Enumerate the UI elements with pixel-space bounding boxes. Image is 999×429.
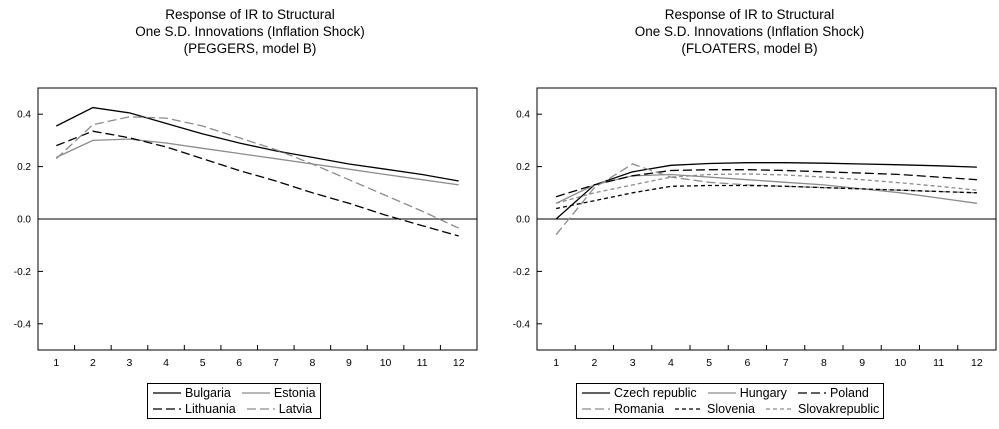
legend-swatch [582,408,610,410]
x-tick-label: 11 [417,357,428,369]
legend-entry: Czech republic [581,385,697,401]
line-chart-floaters: 0.40.20.0-0.2-0.41 2 3 4 5 6 7 8 9 10 11 12 [513,87,997,369]
series-line-slovenia [555,184,977,210]
legend-entry: Romania [581,401,664,417]
x-tick-label: 12 [971,357,983,369]
legend-swatch [582,392,610,394]
legend-row: Bulgaria Estonia [152,385,316,401]
y-tick-label: 0.4 [17,110,31,121]
series-line-slovakrepublic [555,173,977,204]
x-tick-label: 3 [630,357,636,369]
series-line-latvia [55,116,459,229]
legend-label: Czech republic [614,386,697,400]
legend-swatch [707,392,736,394]
x-tick-label: 4 [668,357,674,369]
series-line-lithuania [56,130,459,237]
legend-entry: Bulgaria [152,385,231,401]
legend-row: Lithuania Latvia [152,401,316,417]
y-tick-label: -0.4 [513,319,531,330]
legend-row: Czech republic Hungary Poland [581,385,879,401]
legend-entry: Slovakrepublic [765,401,879,417]
y-tick-label: 0.0 [17,215,31,226]
y-tick-label: -0.2 [513,267,531,278]
legend-swatch [153,408,181,410]
y-tick-label: 0.2 [516,162,530,173]
x-tick-label: 5 [200,357,206,369]
chart-title-line-3: (PEGGERS, model B) [183,41,317,56]
x-tick-label: 2 [90,357,96,369]
x-tick-label: 8 [821,357,827,369]
x-tick-label: 2 [591,357,597,369]
legend-entry: Estonia [241,385,316,401]
chart-legend: Bulgaria Estonia Lithuania Latvia [147,383,321,419]
x-tick-label: 4 [163,357,169,369]
x-tick-label: 10 [380,357,392,369]
legend-label: Slovakrepublic [797,402,880,416]
x-tick-label: 1 [553,357,559,369]
legend-label: Bulgaria [185,386,231,400]
legend-label: Estonia [273,386,316,400]
legend-entry: Hungary [707,385,787,401]
legend-entry: Poland [797,385,869,401]
legend-label: Hungary [739,386,787,400]
legend-label: Romania [614,402,665,416]
legend-entry: Lithuania [152,401,236,417]
x-tick-label: 8 [309,357,315,369]
chart-title-line-1: Response of IR to Structural [165,7,335,22]
y-tick-label: -0.2 [14,267,32,278]
legend-swatch [246,408,275,410]
legend-swatch [153,392,181,394]
series-line-czech-republic [555,162,977,220]
series-line-estonia [56,138,459,186]
chart-title-line-2: One S.D. Innovations (Inflation Shock) [634,24,865,39]
legend-label: Latvia [278,402,313,416]
chart-panel-peggers: Response of IR to Structural One S.D. In… [0,6,500,419]
x-tick-label: 6 [236,357,242,369]
x-tick-label: 9 [346,357,352,369]
legend-entry: Latvia [246,401,312,417]
chart-panel-floaters: Response of IR to Structural One S.D. In… [500,0,999,429]
x-tick-label: 6 [744,357,750,369]
x-tick-label: 9 [859,357,865,369]
y-tick-label: 0.4 [516,110,530,121]
legend-row: Romania Slovenia Slovakrepublic [581,401,879,417]
x-tick-label: 3 [127,357,133,369]
y-tick-label: -0.4 [14,319,32,330]
y-tick-label: 0.2 [17,162,31,173]
x-tick-label: 1 [53,357,59,369]
chart-title-line-2: One S.D. Innovations (Inflation Shock) [135,24,365,39]
legend-entry: Slovenia [674,401,755,417]
x-tick-label: 12 [453,357,465,369]
chart-legend: Czech republic Hungary Poland Romania Sloven… [576,383,885,419]
line-chart-peggers: 0.40.20.0-0.2-0.41 2 3 4 5 6 7 8 9 10 11 12 [14,87,478,369]
x-tick-label: 7 [273,357,279,369]
chart-title: Response of IR to Structural One S.D. In… [0,6,500,57]
chart-title-line-3: (FLOATERS, model B) [681,41,818,56]
x-tick-label: 5 [706,357,712,369]
legend-swatch [765,408,794,410]
legend-swatch [241,392,270,394]
x-tick-label: 11 [933,357,944,369]
x-tick-label: 7 [783,357,789,369]
legend-swatch [797,392,826,394]
legend-label: Poland [829,386,869,400]
legend-swatch [675,408,704,410]
chart-title-line-1: Response of IR to Structural [664,7,835,22]
y-tick-label: 0.0 [516,215,530,226]
series-line-poland [555,169,977,198]
legend-label: Slovenia [707,402,755,416]
series-line-bulgaria [56,106,459,182]
chart-title: Response of IR to Structural One S.D. In… [500,6,999,57]
x-tick-label: 10 [895,357,907,369]
legend-label: Lithuania [185,402,236,416]
